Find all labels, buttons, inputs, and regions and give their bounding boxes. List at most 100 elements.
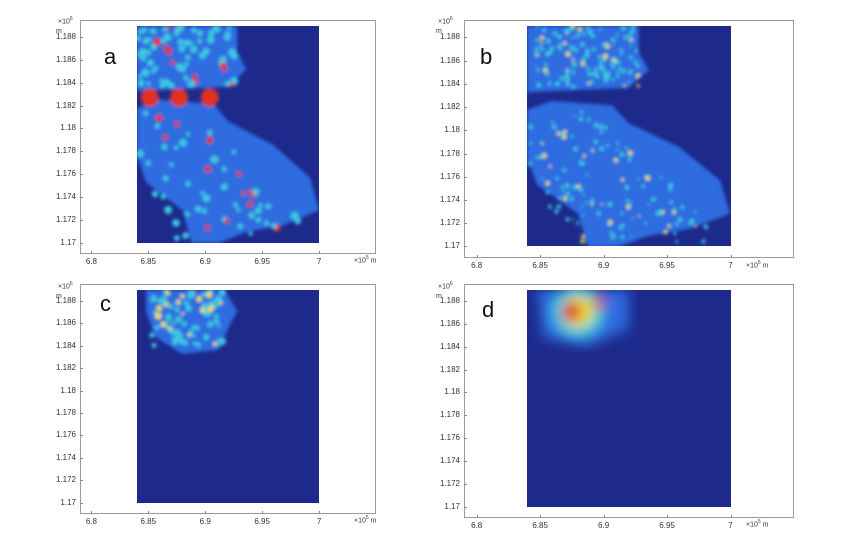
field-cell: [632, 216, 635, 220]
field-cell: [555, 81, 561, 87]
field-cell: [695, 225, 698, 228]
y-tick-label: 1.188: [439, 296, 460, 306]
field-cell: [601, 203, 604, 206]
x-tick-label: 6.8: [85, 517, 97, 526]
x-tick-mark: [667, 515, 669, 518]
field-cell: [628, 80, 631, 84]
field-cell: [588, 71, 592, 75]
field-cell: [153, 37, 161, 46]
field-cell: [590, 202, 594, 206]
field-cell: [149, 332, 155, 338]
y-axis-exponent: ×106: [438, 16, 453, 26]
y-tick-label: 1.178: [55, 146, 76, 156]
y-tick-label: 1.186: [55, 54, 76, 64]
field-cell: [680, 205, 685, 209]
field-cell: [586, 173, 589, 177]
field-cell: [673, 231, 677, 235]
field-cell: [583, 154, 587, 158]
field-cell: [160, 321, 167, 327]
y-tick-label: 1.178: [439, 410, 460, 420]
field-cell: [562, 190, 565, 193]
field-cell: [151, 342, 157, 348]
field-cell: [212, 302, 219, 309]
y-tick-label: 1.182: [439, 364, 460, 374]
field-cell: [619, 225, 624, 230]
field-cell: [564, 28, 570, 34]
field-cell: [668, 187, 673, 191]
field-cell: [642, 184, 646, 188]
field-cell: [165, 313, 172, 320]
field-cell: [570, 196, 575, 201]
field-cell: [542, 27, 547, 32]
y-tick-label: 1.182: [439, 102, 460, 112]
field-cell: [207, 305, 214, 312]
field-cell: [548, 81, 552, 86]
field-cell: [224, 217, 230, 224]
field-cell: [594, 122, 600, 128]
field-cell: [704, 224, 709, 229]
field-cell: [146, 59, 154, 66]
hotspot: [140, 88, 159, 107]
field-cell: [164, 324, 170, 330]
field-cell: [606, 143, 610, 147]
field-cell: [196, 342, 201, 347]
field-cell: [549, 164, 552, 168]
field-cell: [637, 84, 641, 88]
field-cell: [185, 180, 191, 187]
field-cell: [624, 34, 629, 40]
field-cell: [180, 293, 185, 299]
y-tick-mark: [80, 82, 83, 84]
field-cell: [608, 219, 613, 225]
y-tick-label: 1.174: [55, 452, 76, 462]
field-cell: [613, 56, 617, 60]
field-cell: [573, 114, 577, 117]
y-tick-mark: [464, 506, 467, 508]
field-cell: [241, 191, 246, 196]
field-cell: [151, 190, 159, 197]
x-tick-label: 6.9: [598, 261, 610, 270]
y-tick-mark: [80, 128, 83, 130]
y-tick-mark: [80, 502, 83, 504]
field-cell: [689, 220, 694, 225]
field-cell: [212, 341, 217, 346]
field-cell: [237, 223, 243, 229]
field-cell: [600, 146, 605, 151]
field-cell: [598, 54, 602, 59]
field-cell: [592, 47, 597, 52]
x-tick-label: 6.95: [254, 517, 270, 526]
y-tick-mark: [464, 346, 467, 348]
x-tick-mark: [730, 515, 732, 518]
y-tick-label: 1.174: [439, 455, 460, 465]
y-axis-unit: m: [436, 28, 442, 35]
field-cell: [136, 35, 141, 42]
field-cell: [219, 337, 227, 345]
panel-label: c: [100, 291, 111, 316]
field-cell: [145, 160, 151, 166]
field-cell: [586, 66, 591, 71]
field-cell: [557, 131, 561, 136]
x-tick-label: 6.8: [471, 261, 483, 270]
y-tick-mark: [464, 438, 467, 440]
y-tick-mark: [80, 37, 83, 39]
field-cell: [153, 65, 159, 71]
field-cell: [611, 235, 616, 239]
field-cell: [623, 84, 627, 88]
field-cell: [187, 79, 195, 88]
field-cell: [535, 38, 540, 42]
field-cell: [581, 205, 584, 208]
y-tick-label: 1.184: [55, 340, 76, 350]
field-cell: [597, 210, 602, 216]
field-cell: [229, 81, 235, 87]
field-cell: [156, 305, 162, 311]
y-axis-exponent: ×106: [58, 16, 73, 26]
field-cell: [598, 66, 602, 70]
y-tick-mark: [464, 176, 467, 178]
field-cell: [188, 40, 194, 45]
field-cell: [616, 159, 620, 163]
y-tick-label: 1.176: [439, 433, 460, 443]
field-cell: [620, 235, 625, 239]
field-cell: [246, 201, 253, 208]
x-tick-label: 6.95: [659, 261, 675, 270]
field-cell: [179, 138, 187, 147]
field-cell: [616, 141, 620, 145]
